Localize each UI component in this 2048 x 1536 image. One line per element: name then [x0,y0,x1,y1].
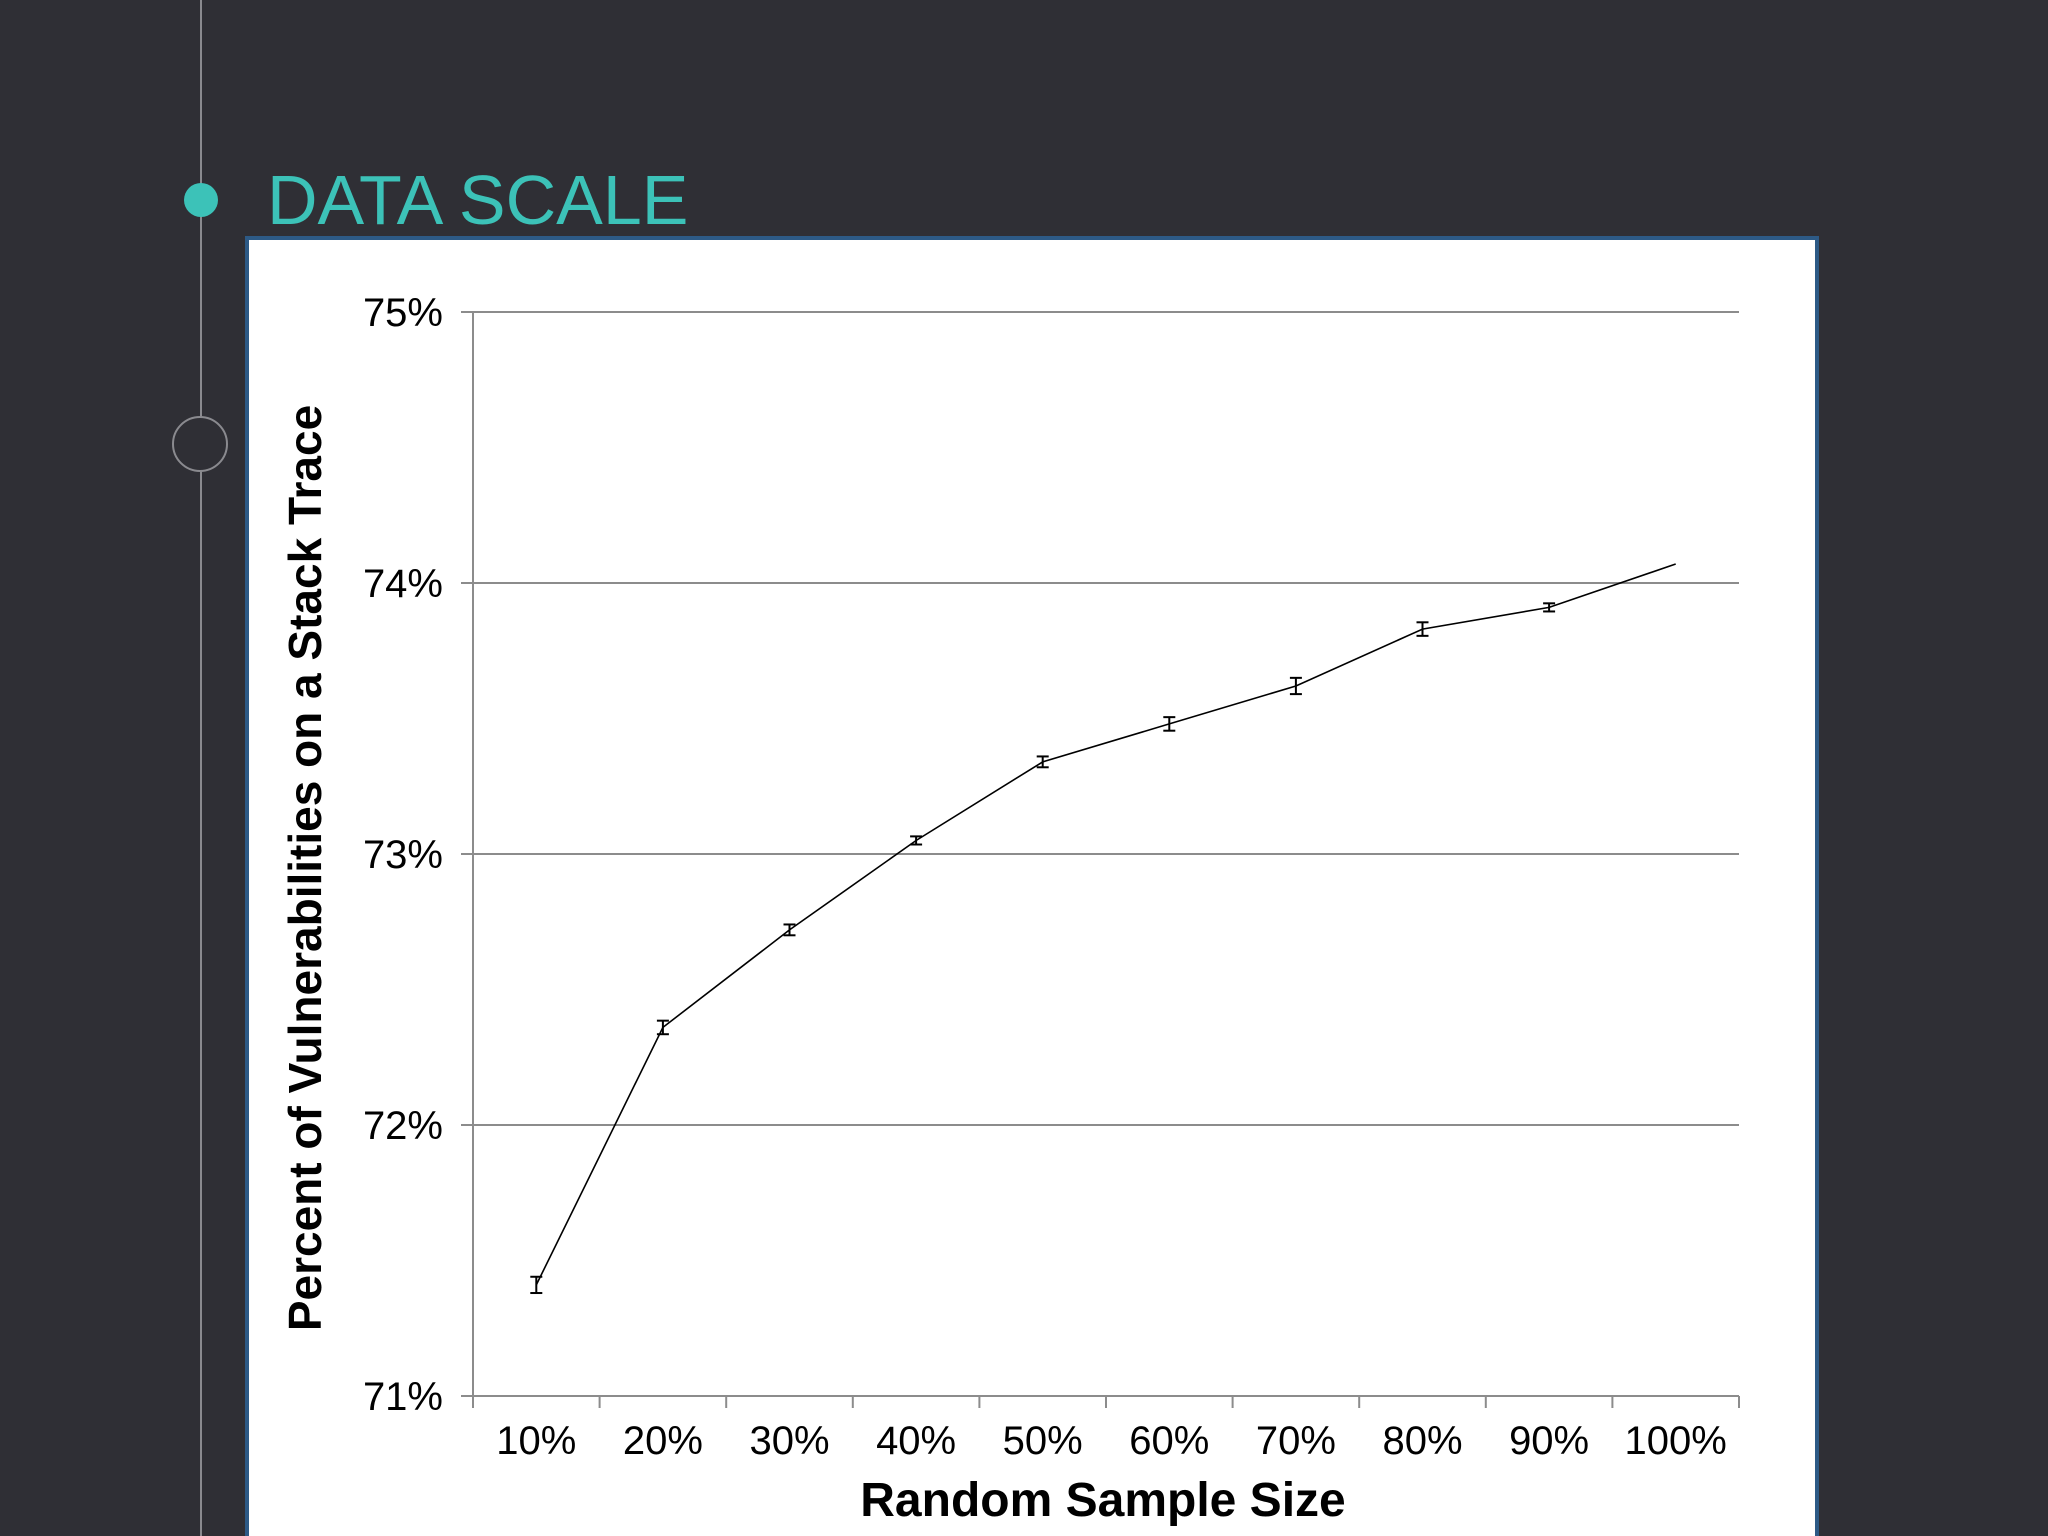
x-tick-label: 40% [876,1419,956,1463]
x-tick-label: 50% [1003,1419,1083,1463]
x-tick-label: 100% [1625,1419,1727,1463]
section-title: DATA SCALE [267,161,689,239]
error-bar [1543,602,1556,613]
x-tick-label: 70% [1256,1419,1336,1463]
line-chart: 71% 72% 73% 74% 75% 10% 20% 30% 40% 50% 60% 70% 80%… [279,291,1740,1527]
series-line [535,563,1676,1286]
axes [461,311,1740,1408]
error-bar [530,1275,543,1295]
y-tick-label: 72% [363,1104,443,1148]
y-tick-label: 71% [363,1375,443,1419]
x-tick-labels: 10% 20% 30% 40% 50% 60% 70% 80% 90% 100% [496,1419,1727,1463]
x-tick-label: 60% [1129,1419,1209,1463]
x-tick-label: 10% [496,1419,576,1463]
y-tick-labels: 71% 72% 73% 74% 75% [363,291,443,1419]
x-tick-label: 80% [1382,1419,1462,1463]
y-tick-label: 75% [363,291,443,335]
error-bar [1416,621,1429,637]
gridlines [473,311,1739,1126]
error-bar [656,1019,669,1036]
x-tick-label: 30% [749,1419,829,1463]
timeline-line [200,0,202,1536]
y-axis-title: Percent of Vulnerabilities on a Stack Tr… [279,405,331,1331]
x-tick-label: 90% [1509,1419,1589,1463]
series [530,563,1676,1295]
x-tick-label: 20% [623,1419,703,1463]
error-bar [1289,676,1302,696]
y-tick-label: 74% [363,562,443,606]
x-axis-title: Random Sample Size [860,1474,1345,1527]
timeline-dot-next[interactable] [172,416,228,472]
timeline-dot-current[interactable] [184,183,218,217]
chart-panel: 71% 72% 73% 74% 75% 10% 20% 30% 40% 50% 60% 70% 80%… [245,236,1819,1536]
error-bar [783,923,796,937]
error-bar [910,835,923,846]
y-tick-label: 73% [363,833,443,877]
error-bar [1036,755,1049,769]
error-bar [1163,716,1176,732]
